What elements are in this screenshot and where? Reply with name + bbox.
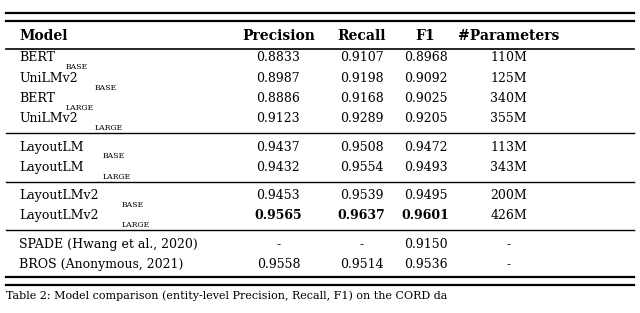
Text: 200M: 200M bbox=[490, 189, 527, 202]
Text: 0.9554: 0.9554 bbox=[340, 161, 383, 174]
Text: Model: Model bbox=[19, 29, 68, 43]
Text: 110M: 110M bbox=[490, 51, 527, 64]
Text: 426M: 426M bbox=[490, 209, 527, 223]
Text: 355M: 355M bbox=[490, 112, 527, 126]
Text: 0.9601: 0.9601 bbox=[402, 209, 449, 223]
Text: 0.9198: 0.9198 bbox=[340, 72, 383, 85]
Text: 0.9637: 0.9637 bbox=[338, 209, 385, 223]
Text: 0.8886: 0.8886 bbox=[257, 92, 300, 105]
Text: LayoutLM: LayoutLM bbox=[19, 141, 84, 154]
Text: 0.8833: 0.8833 bbox=[257, 51, 300, 64]
Text: -: - bbox=[360, 238, 364, 251]
Text: 125M: 125M bbox=[490, 72, 527, 85]
Text: 0.8987: 0.8987 bbox=[257, 72, 300, 85]
Text: UniLMv2: UniLMv2 bbox=[19, 72, 78, 85]
Text: 0.9472: 0.9472 bbox=[404, 141, 447, 154]
Text: LARGE: LARGE bbox=[95, 124, 123, 132]
Text: LayoutLMv2: LayoutLMv2 bbox=[19, 189, 99, 202]
Text: 0.9514: 0.9514 bbox=[340, 258, 383, 271]
Text: UniLMv2: UniLMv2 bbox=[19, 112, 78, 126]
Text: 0.9453: 0.9453 bbox=[257, 189, 300, 202]
Text: LARGE: LARGE bbox=[122, 221, 150, 229]
Text: BASE: BASE bbox=[95, 84, 117, 92]
Text: SPADE (Hwang et al., 2020): SPADE (Hwang et al., 2020) bbox=[19, 238, 198, 251]
Text: 0.9495: 0.9495 bbox=[404, 189, 447, 202]
Text: BASE: BASE bbox=[66, 63, 88, 71]
Text: 0.9508: 0.9508 bbox=[340, 141, 383, 154]
Text: BROS (Anonymous, 2021): BROS (Anonymous, 2021) bbox=[19, 258, 184, 271]
Text: 0.9558: 0.9558 bbox=[257, 258, 300, 271]
Text: Table 2: Model comparison (entity-level Precision, Recall, F1) on the CORD da: Table 2: Model comparison (entity-level … bbox=[6, 290, 448, 301]
Text: BASE: BASE bbox=[122, 201, 144, 209]
Text: 0.9205: 0.9205 bbox=[404, 112, 447, 126]
Text: 113M: 113M bbox=[490, 141, 527, 154]
Text: 0.9536: 0.9536 bbox=[404, 258, 447, 271]
Text: 0.9025: 0.9025 bbox=[404, 92, 447, 105]
Text: LayoutLMv2: LayoutLMv2 bbox=[19, 209, 99, 223]
Text: 0.9168: 0.9168 bbox=[340, 92, 383, 105]
Text: 0.9539: 0.9539 bbox=[340, 189, 383, 202]
Text: 0.9432: 0.9432 bbox=[257, 161, 300, 174]
Text: -: - bbox=[507, 258, 511, 271]
Text: BERT: BERT bbox=[19, 51, 55, 64]
Text: 0.9107: 0.9107 bbox=[340, 51, 383, 64]
Text: -: - bbox=[507, 238, 511, 251]
Text: 0.9123: 0.9123 bbox=[257, 112, 300, 126]
Text: Precision: Precision bbox=[242, 29, 315, 43]
Text: BERT: BERT bbox=[19, 92, 55, 105]
Text: 0.9437: 0.9437 bbox=[257, 141, 300, 154]
Text: 0.9289: 0.9289 bbox=[340, 112, 383, 126]
Text: 0.9565: 0.9565 bbox=[255, 209, 302, 223]
Text: 0.9493: 0.9493 bbox=[404, 161, 447, 174]
Text: -: - bbox=[276, 238, 280, 251]
Text: 0.9150: 0.9150 bbox=[404, 238, 447, 251]
Text: Recall: Recall bbox=[337, 29, 386, 43]
Text: LARGE: LARGE bbox=[102, 173, 131, 181]
Text: 343M: 343M bbox=[490, 161, 527, 174]
Text: 340M: 340M bbox=[490, 92, 527, 105]
Text: 0.9092: 0.9092 bbox=[404, 72, 447, 85]
Text: #Parameters: #Parameters bbox=[458, 29, 559, 43]
Text: LARGE: LARGE bbox=[66, 104, 94, 112]
Text: 0.8968: 0.8968 bbox=[404, 51, 447, 64]
Text: LayoutLM: LayoutLM bbox=[19, 161, 84, 174]
Text: F1: F1 bbox=[416, 29, 435, 43]
Text: BASE: BASE bbox=[102, 152, 125, 161]
